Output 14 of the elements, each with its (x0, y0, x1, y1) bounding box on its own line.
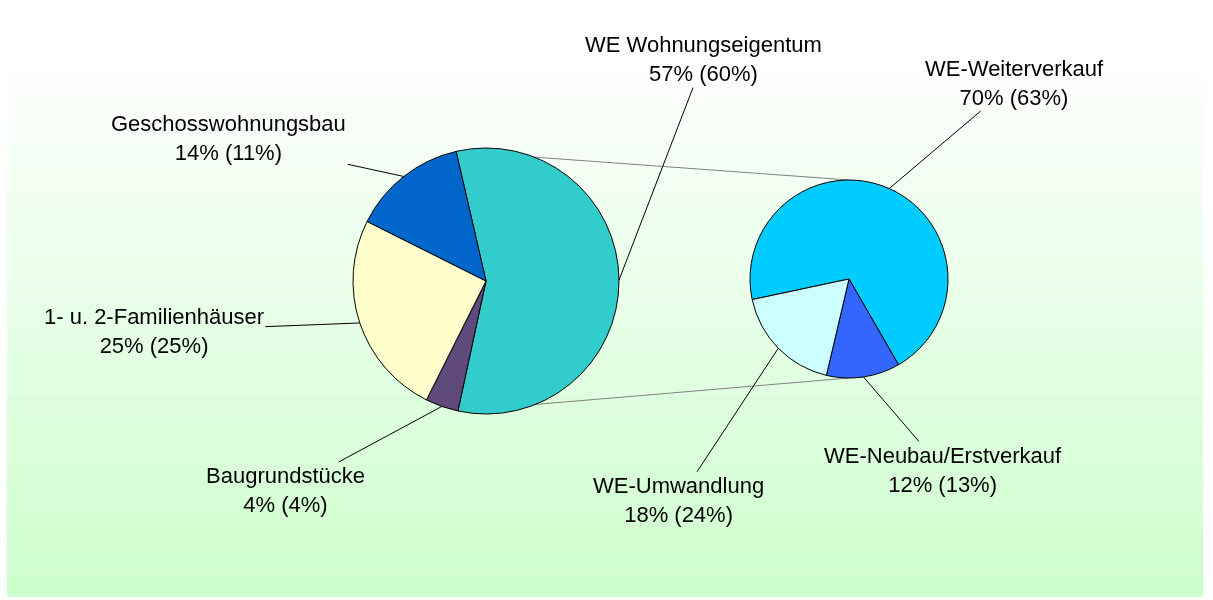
data-label: 18% (24%) (624, 501, 734, 527)
slice-label: WE Wohnungseigentum (585, 32, 822, 57)
slice-label: WE-Weiterverkauf (925, 56, 1104, 81)
data-label: 25% (25%) (99, 332, 209, 358)
slice-label: Geschosswohnungsbau (111, 111, 346, 136)
slice-label: WE-Neubau/Erstverkauf (824, 443, 1063, 468)
data-label: 14% (11%) (174, 139, 283, 165)
slice-label: Baugrundstücke (206, 463, 365, 488)
data-label: 70% (63%) (959, 84, 1069, 110)
data-label: 12% (13%) (888, 471, 998, 497)
data-label: 4% (4%) (243, 491, 328, 517)
data-label: 57% (60%) (649, 60, 758, 86)
slice-label: 1- u. 2-Familienhäuser (44, 304, 265, 329)
slice-label: WE-Umwandlung (593, 473, 765, 498)
